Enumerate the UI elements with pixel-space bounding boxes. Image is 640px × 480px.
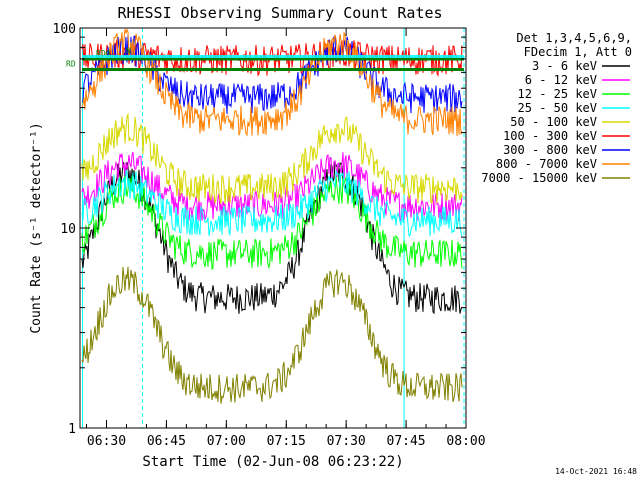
x-tick-label: 07:30 [327, 434, 366, 449]
y-tick-label: 1 [68, 422, 76, 437]
series-line-100-300-kev [81, 39, 463, 78]
x-tick-label: 07:00 [207, 434, 246, 449]
chart-title: RHESSI Observing Summary Count Rates [117, 4, 442, 22]
legend-title: FDecim 1, Att 0 [524, 45, 632, 59]
legend-entry-label: 25 - 50 keV [518, 101, 597, 115]
y-axis-label: Count Rate (s⁻¹ detector⁻¹) [29, 122, 44, 333]
y-tick-label: 10 [60, 222, 76, 237]
x-tick-label: 07:15 [267, 434, 306, 449]
series-line-300-800-kev [81, 34, 463, 115]
series-line-800-7000-kev [81, 27, 463, 137]
series-line-25-50-kev [81, 170, 463, 237]
y-tick-label: 100 [53, 22, 76, 37]
legend-title: Det 1,3,4,5,6,9, [516, 31, 632, 45]
legend-entry-label: 800 - 7000 keV [496, 157, 597, 171]
x-tick-label: 08:00 [446, 434, 485, 449]
x-tick-label: 07:45 [387, 434, 426, 449]
x-tick-label: 06:45 [147, 434, 186, 449]
legend-entry-label: 7000 - 15000 keV [481, 171, 597, 185]
footer-timestamp: 14-Oct-2021 16:48 [555, 467, 637, 476]
state-bar-label: N [126, 47, 131, 56]
axes: 06:30 06:45 07:00 07:15 07:30 07:45 08:00 1 10 10… [53, 22, 486, 449]
legend-entry-label: 6 - 12 keV [525, 73, 597, 87]
x-tick-label: 06:30 [87, 434, 126, 449]
legend-entry-label: 3 - 6 keV [532, 59, 597, 73]
legend-entry-label: 300 - 800 keV [503, 143, 597, 157]
legend-entry-label: 12 - 25 keV [518, 87, 597, 101]
series-line-7000-15000-kev [81, 266, 463, 404]
state-bar-label: RD [66, 60, 76, 69]
series-line-12-25-kev [81, 175, 463, 271]
series-line-6-12-kev [81, 151, 463, 222]
legend: Det 1,3,4,5,6,9,FDecim 1, Att 03 - 6 keV… [481, 31, 632, 185]
state-bar-label: RD0 [96, 49, 111, 58]
legend-entry-label: 100 - 300 keV [503, 129, 597, 143]
plot-data: RD RD0 N [66, 27, 465, 428]
legend-entry-label: 50 - 100 keV [510, 115, 597, 129]
x-axis-label: Start Time (02-Jun-08 06:23:22) [142, 454, 403, 470]
series-line-50-100-kev [81, 112, 463, 204]
